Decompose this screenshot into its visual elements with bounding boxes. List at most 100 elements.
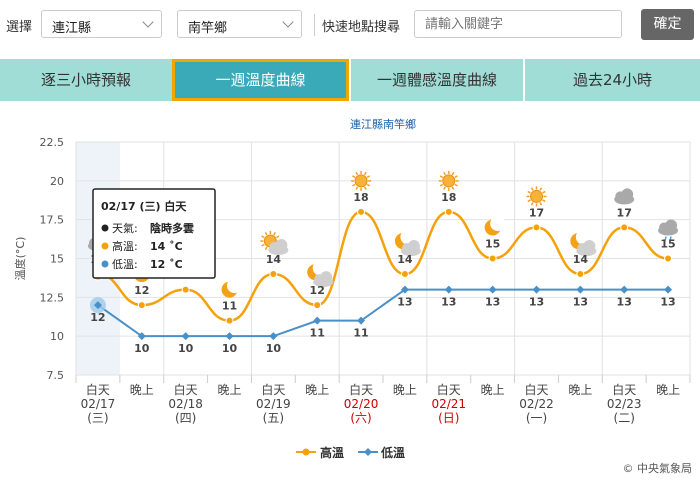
sun-ray (352, 175, 356, 179)
sun-cloud-icon (260, 231, 289, 256)
x-tick-label: (一) (526, 411, 547, 425)
rain-drop (664, 236, 667, 241)
high-value-label: 14 (397, 253, 413, 266)
low-value-label: 13 (529, 296, 544, 309)
chart-title: 連江縣南竿鄉 (350, 117, 416, 131)
location-toolbar: 選擇 連江縣 南竿鄉 快速地點搜尋 確定 (0, 0, 700, 50)
y-tick-label: 17.5 (40, 214, 65, 227)
high-temp-point (225, 316, 234, 325)
low-temp-point (93, 301, 102, 310)
tab-past-24-hours[interactable]: 過去24小時 (525, 59, 700, 101)
sun-disc (442, 174, 456, 188)
low-value-label: 10 (266, 342, 282, 355)
low-value-label: 12 (90, 311, 105, 324)
x-tick-label: (六) (350, 411, 371, 425)
tab-weekly-temperature[interactable]: 一週溫度曲線 (172, 59, 349, 101)
x-tick-label: 晚上 (481, 383, 505, 397)
sun-ray (530, 187, 534, 191)
y-tick-label: 15 (50, 253, 64, 266)
y-tick-label: 10 (50, 330, 64, 343)
low-temp-point (269, 332, 278, 341)
x-tick-label: 白天 (174, 382, 198, 397)
high-value-label: 18 (441, 191, 456, 204)
sun-ray (276, 235, 280, 239)
tooltip-high: 14 ˚C (150, 240, 183, 253)
x-tick-label: (四) (175, 411, 196, 425)
x-tick-label: 晚上 (305, 383, 329, 397)
sun-icon (351, 170, 372, 191)
moon-icon (221, 278, 242, 298)
tooltip-bullet-low (101, 260, 109, 268)
low-value-label: 10 (178, 342, 194, 355)
moon-cloud-icon (570, 229, 597, 257)
tab-weekly-apparent-temperature[interactable]: 一週體感溫度曲線 (351, 59, 523, 101)
high-temp-point (488, 254, 497, 263)
cloud-part (275, 239, 288, 252)
low-temp-point (400, 285, 409, 294)
county-value: 連江縣 (52, 21, 92, 36)
high-value-label: 15 (660, 238, 675, 251)
sun-ray (539, 187, 543, 191)
x-tick-label: 02/20 (344, 397, 379, 411)
high-value-label: 18 (353, 191, 368, 204)
tooltip-box (92, 188, 216, 279)
sun-ray (273, 231, 277, 236)
low-temp-point (620, 285, 629, 294)
sun-ray (542, 190, 546, 194)
moon-cut (227, 278, 242, 294)
low-temp-point (357, 316, 366, 325)
x-tick-label: 白天 (261, 382, 285, 397)
sun-ray (527, 190, 531, 194)
sun-ray (355, 171, 359, 176)
high-temp-point (664, 254, 673, 263)
cloud-part (320, 271, 333, 284)
sun-ray (439, 183, 444, 187)
sun-ray (530, 202, 534, 206)
high-value-label: 12 (134, 284, 149, 297)
high-temp-line (97, 210, 669, 322)
x-tick-label: 晚上 (393, 383, 417, 397)
x-tick-label: 白天 (524, 382, 548, 397)
low-value-label: 10 (222, 342, 238, 355)
y-tick-label: 7.5 (47, 369, 65, 382)
high-value-label: 14 (266, 253, 282, 266)
view-tabs: 逐三小時預報 一週溫度曲線 一週體感溫度曲線 過去24小時 (0, 59, 700, 101)
search-input[interactable] (414, 10, 622, 38)
high-value-label: 14 (573, 253, 589, 266)
county-select[interactable]: 連江縣 (41, 10, 162, 38)
y-tick-label: 12.5 (40, 291, 65, 304)
township-select[interactable]: 南竿鄉 (177, 10, 302, 38)
sun-ray (355, 186, 359, 190)
x-tick-label: (三) (87, 411, 108, 425)
y-tick-label: 22.5 (40, 136, 65, 149)
y-tick-label: 20 (50, 175, 64, 188)
tooltip-high-label: 高溫: (112, 239, 138, 253)
copyright: © 中央氣象局 (622, 462, 693, 475)
sun-ray (366, 175, 371, 179)
x-tick-label: (五) (263, 411, 284, 425)
low-temp-line (97, 288, 669, 338)
high-value-label: 17 (617, 206, 632, 219)
cloudy-icon (614, 188, 635, 205)
low-value-label: 13 (397, 296, 412, 309)
low-temp-point (576, 285, 585, 294)
legend-label-low: 低溫 (380, 445, 405, 460)
tooltip-weather: 陰時多雲 (150, 221, 194, 235)
high-temp-point (532, 223, 541, 232)
x-tick-label: 02/22 (519, 397, 554, 411)
x-tick-label: 晚上 (217, 383, 241, 397)
low-value-label: 13 (617, 296, 632, 309)
low-value-label: 11 (310, 327, 325, 340)
sun-ray (454, 175, 458, 179)
confirm-button[interactable]: 確定 (641, 9, 694, 40)
sun-icon (526, 186, 547, 207)
sun-ray (261, 243, 265, 247)
x-tick-label: 白天 (349, 382, 373, 397)
x-tick-label: 晚上 (656, 383, 680, 397)
x-tick-label: 晚上 (568, 383, 592, 397)
high-temp-point (313, 301, 322, 310)
sun-ray (539, 202, 543, 206)
x-tick-label: 02/21 (431, 397, 466, 411)
tab-3hour-forecast[interactable]: 逐三小時預報 (0, 59, 172, 101)
